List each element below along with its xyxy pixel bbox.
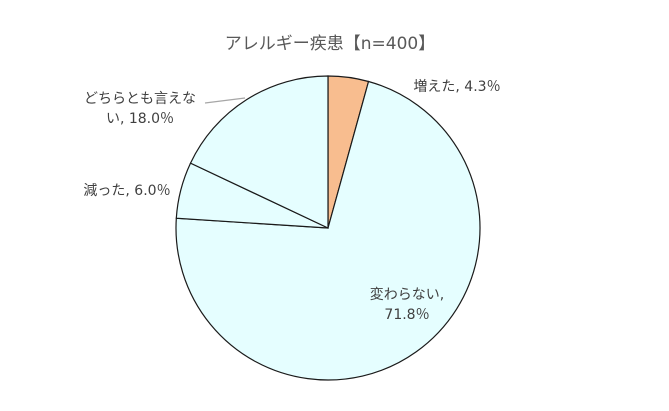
slice-label-line: 変わらない, <box>370 286 444 303</box>
chart-title: アレルギー疾患【n=400】 <box>225 34 435 54</box>
slice-label-line: 減った, 6.0％ <box>83 182 170 199</box>
pie-labels: 増えた, 4.3％ 変わらない, 71.8％ 減った, 6.0％ どちらとも言えない, … <box>83 79 500 323</box>
pie-slices <box>175 75 481 381</box>
slice-label-line: 71.8％ <box>384 307 429 323</box>
slice-label-line: 増えた, 4.3％ <box>413 79 500 95</box>
pie-slice <box>175 80 481 381</box>
slice-label: どちらとも言えない, 18.0％ <box>84 91 196 127</box>
slice-label-line: どちらとも言えな <box>84 91 196 107</box>
slice-label: 減った, 6.0％ <box>83 182 170 199</box>
slice-label: 変わらない, 71.8％ <box>370 286 444 323</box>
slice-label-line: い, 18.0％ <box>106 111 174 127</box>
slice-label: 増えた, 4.3％ <box>413 79 500 95</box>
leader-line <box>204 97 246 104</box>
pie-slice <box>189 75 329 229</box>
